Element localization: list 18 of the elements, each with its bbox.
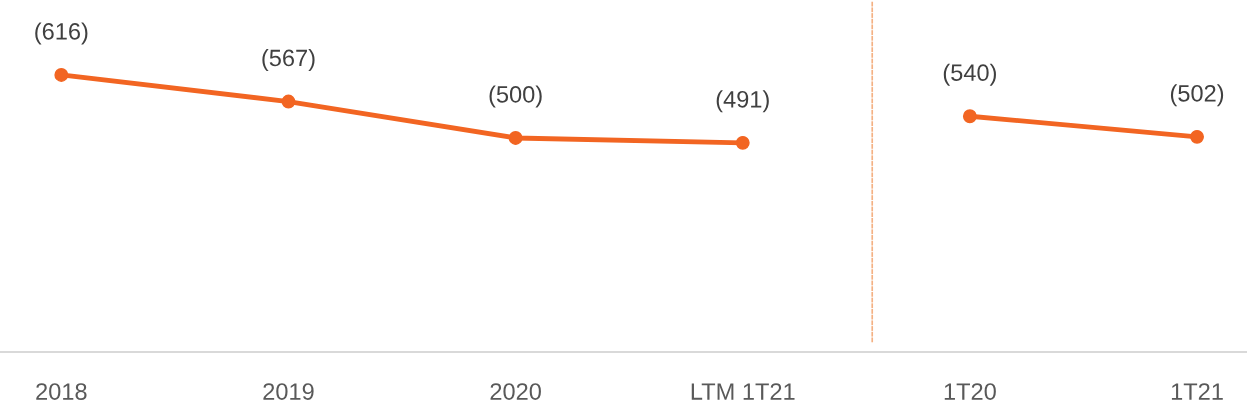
x-tick-label: 2020 [490, 383, 541, 400]
point [962, 109, 977, 124]
data-label: (616) [35, 22, 88, 45]
point [281, 94, 296, 109]
point [735, 135, 750, 150]
x-tick-label: 1T20 [944, 383, 996, 400]
point [508, 131, 523, 145]
x-tick-label: 2018 [36, 383, 87, 400]
x-tick-label: 1T21 [1171, 383, 1223, 400]
data-label: (500) [489, 85, 542, 108]
data-label: (491) [716, 90, 769, 113]
point [1190, 129, 1204, 144]
x-tick-label: LTM 1T21 [691, 383, 795, 400]
data-label: (567) [262, 49, 315, 71]
data-label: (540) [943, 63, 996, 86]
point [54, 68, 69, 82]
data-label: (502) [1170, 84, 1224, 107]
x-tick-label: 2019 [263, 383, 314, 400]
